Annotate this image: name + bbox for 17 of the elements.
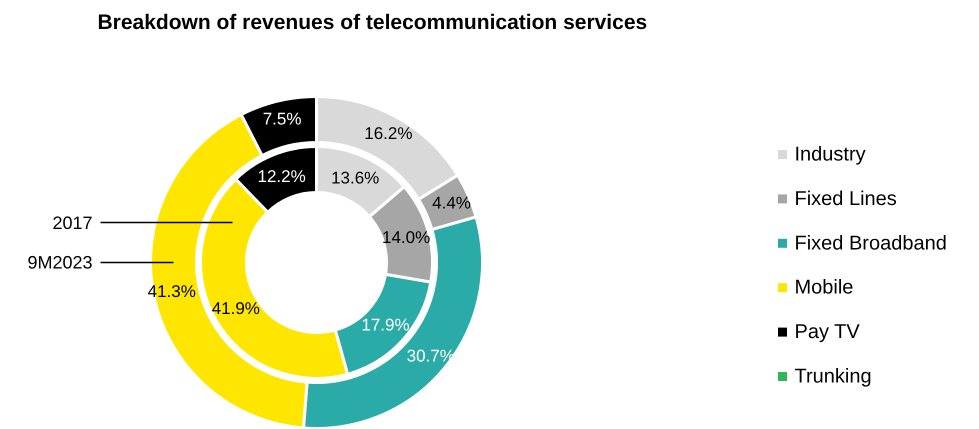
legend-label: Pay TV xyxy=(794,321,860,344)
legend-label: Trunking xyxy=(794,366,872,388)
slice-label: 9M2023 xyxy=(27,252,93,272)
chart-title: Breakdown of revenues of telecommunication services xyxy=(98,11,648,34)
data-label: 4.4% xyxy=(432,193,471,212)
legend-label: Industry xyxy=(794,144,866,166)
data-label: 14.0% xyxy=(382,228,430,248)
data-label: 17.9% xyxy=(361,315,410,334)
data-label: 12.2% xyxy=(257,166,306,186)
data-label: 16.2% xyxy=(364,124,412,144)
legend-label: Mobile xyxy=(794,276,854,299)
legend-label: Fixed Lines xyxy=(794,188,897,210)
slice-label: 2017 xyxy=(52,213,93,233)
data-label: 13.6% xyxy=(331,168,380,188)
legend-label: Fixed Broadband xyxy=(794,232,947,254)
data-label: 41.9% xyxy=(212,299,260,318)
data-label: 7.5% xyxy=(262,109,302,128)
